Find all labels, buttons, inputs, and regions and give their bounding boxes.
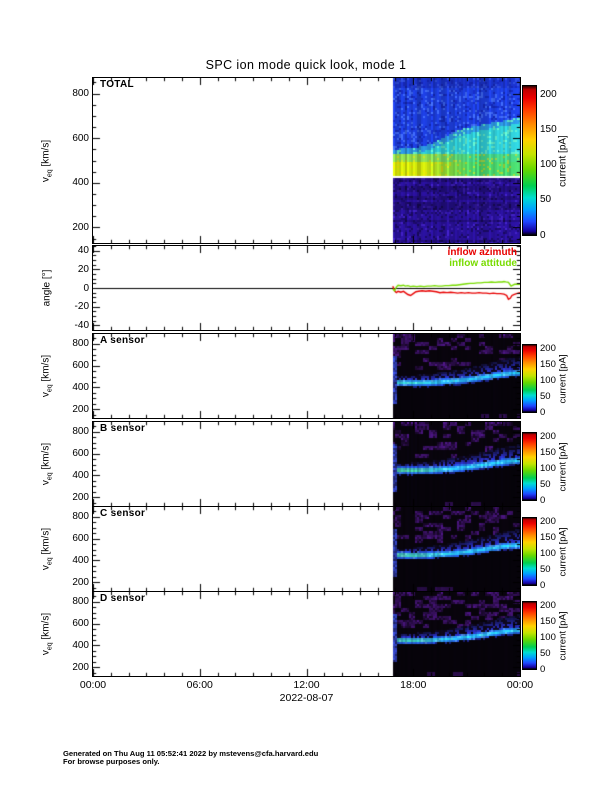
c-panel-label: C sensor (100, 508, 146, 519)
colorbar (522, 432, 537, 501)
y-tick-label: 40 (77, 245, 89, 257)
y-tick-label: 200 (72, 221, 89, 233)
y-tick-label: 800 (72, 426, 89, 438)
colorbar-tick-label: 150 (540, 124, 557, 136)
b-panel-label: B sensor (100, 423, 146, 434)
colorbar-tick-label: 150 (540, 616, 556, 628)
x-tick-label: 12:00 (293, 679, 320, 691)
colorbar-tick-label: 150 (540, 447, 556, 459)
colorbar-tick-label: 50 (540, 563, 551, 575)
y-tick-label: 600 (72, 533, 89, 545)
y-tick-label: 800 (72, 338, 89, 350)
chart-title: SPC ion mode quick look, mode 1 (205, 58, 407, 72)
y-tick-label: 800 (72, 511, 89, 523)
colorbar-tick-label: 200 (540, 431, 556, 443)
colorbar-tick-label: 0 (540, 229, 546, 241)
footer-generated-line: Generated on Thu Aug 11 05:52:41 2022 by… (63, 749, 319, 758)
y-tick-label: 200 (72, 491, 89, 503)
colorbar-title: current [pA] (557, 441, 569, 492)
colorbar-title: current [pA] (557, 610, 569, 661)
y-axis-title: angle [°] (41, 269, 53, 307)
colorbar-tick-label: 100 (540, 159, 557, 171)
y-tick-label: 600 (72, 360, 89, 372)
y-tick-label: 200 (72, 403, 89, 415)
y-axis-title: veq [km/s] (40, 442, 54, 486)
colorbar-tick-label: 200 (540, 516, 556, 528)
colorbar-tick-label: 200 (540, 600, 556, 612)
colorbar-tick-label: 100 (540, 547, 556, 559)
colorbar-tick-label: 50 (540, 390, 551, 402)
colorbar-tick-label: 100 (540, 374, 556, 386)
x-tick-label: 06:00 (186, 679, 213, 691)
angle-legend-attitude: inflow attitude (449, 258, 517, 269)
d-panel (92, 591, 521, 677)
y-axis-title: veq [km/s] (40, 527, 54, 571)
a-spectrogram (93, 334, 520, 418)
colorbar-title: current [pA] (557, 134, 569, 187)
colorbar (522, 85, 537, 236)
y-tick-label: 600 (72, 132, 89, 144)
y-tick-label: 400 (72, 177, 89, 189)
colorbar-tick-label: 200 (540, 343, 556, 355)
angle-legend-azimuth: inflow azimuth (447, 247, 517, 258)
total-panel (92, 77, 521, 244)
y-tick-label: 800 (72, 88, 89, 100)
colorbar (522, 517, 537, 586)
x-tick-label: 00:00 (79, 679, 107, 691)
colorbar-tick-label: 0 (540, 663, 546, 675)
y-tick-label: 600 (72, 618, 89, 630)
x-axis-date-label: 2022-08-07 (279, 692, 334, 704)
y-tick-label: -20 (74, 301, 89, 313)
y-tick-label: 400 (72, 469, 89, 481)
colorbar (522, 344, 537, 413)
x-tick-label: 00:00 (506, 679, 534, 691)
footer-browse-line: For browse purposes only. (63, 757, 160, 766)
angle-panel (92, 245, 521, 331)
colorbar-tick-label: 0 (540, 406, 546, 418)
total-spectrogram (93, 78, 520, 243)
x-tick-label: 18:00 (400, 679, 427, 691)
y-tick-label: 0 (83, 282, 89, 294)
colorbar-tick-label: 50 (540, 647, 551, 659)
b-spectrogram (93, 422, 520, 506)
y-axis-title: veq [km/s] (40, 139, 54, 182)
c-panel (92, 506, 521, 592)
y-tick-label: 400 (72, 639, 89, 651)
y-tick-label: 800 (72, 596, 89, 608)
colorbar-tick-label: 150 (540, 532, 556, 544)
colorbar-tick-label: 50 (540, 478, 551, 490)
a-panel-label: A sensor (100, 335, 145, 346)
c-spectrogram (93, 507, 520, 591)
y-axis-title: veq [km/s] (40, 612, 54, 656)
y-tick-label: 400 (72, 554, 89, 566)
y-tick-label: 20 (77, 263, 89, 275)
y-tick-label: 400 (72, 381, 89, 393)
colorbar-tick-label: 200 (540, 88, 557, 100)
y-tick-label: -40 (74, 319, 89, 331)
colorbar-tick-label: 0 (540, 494, 546, 506)
y-tick-label: 200 (72, 576, 89, 588)
d-spectrogram (93, 592, 520, 676)
colorbar-tick-label: 100 (540, 462, 556, 474)
colorbar-tick-label: 0 (540, 579, 546, 591)
colorbar-tick-label: 150 (540, 359, 556, 371)
a-panel (92, 333, 521, 419)
angle-line-plot (93, 246, 520, 330)
y-axis-title: veq [km/s] (40, 354, 54, 398)
d-panel-label: D sensor (100, 593, 146, 604)
colorbar (522, 601, 537, 670)
colorbar-tick-label: 50 (540, 194, 552, 206)
colorbar-title: current [pA] (557, 526, 569, 577)
colorbar-tick-label: 100 (540, 631, 556, 643)
b-panel (92, 421, 521, 507)
y-tick-label: 200 (72, 661, 89, 673)
y-tick-label: 600 (72, 448, 89, 460)
total-panel-label: TOTAL (100, 79, 134, 90)
colorbar-title: current [pA] (557, 353, 569, 404)
